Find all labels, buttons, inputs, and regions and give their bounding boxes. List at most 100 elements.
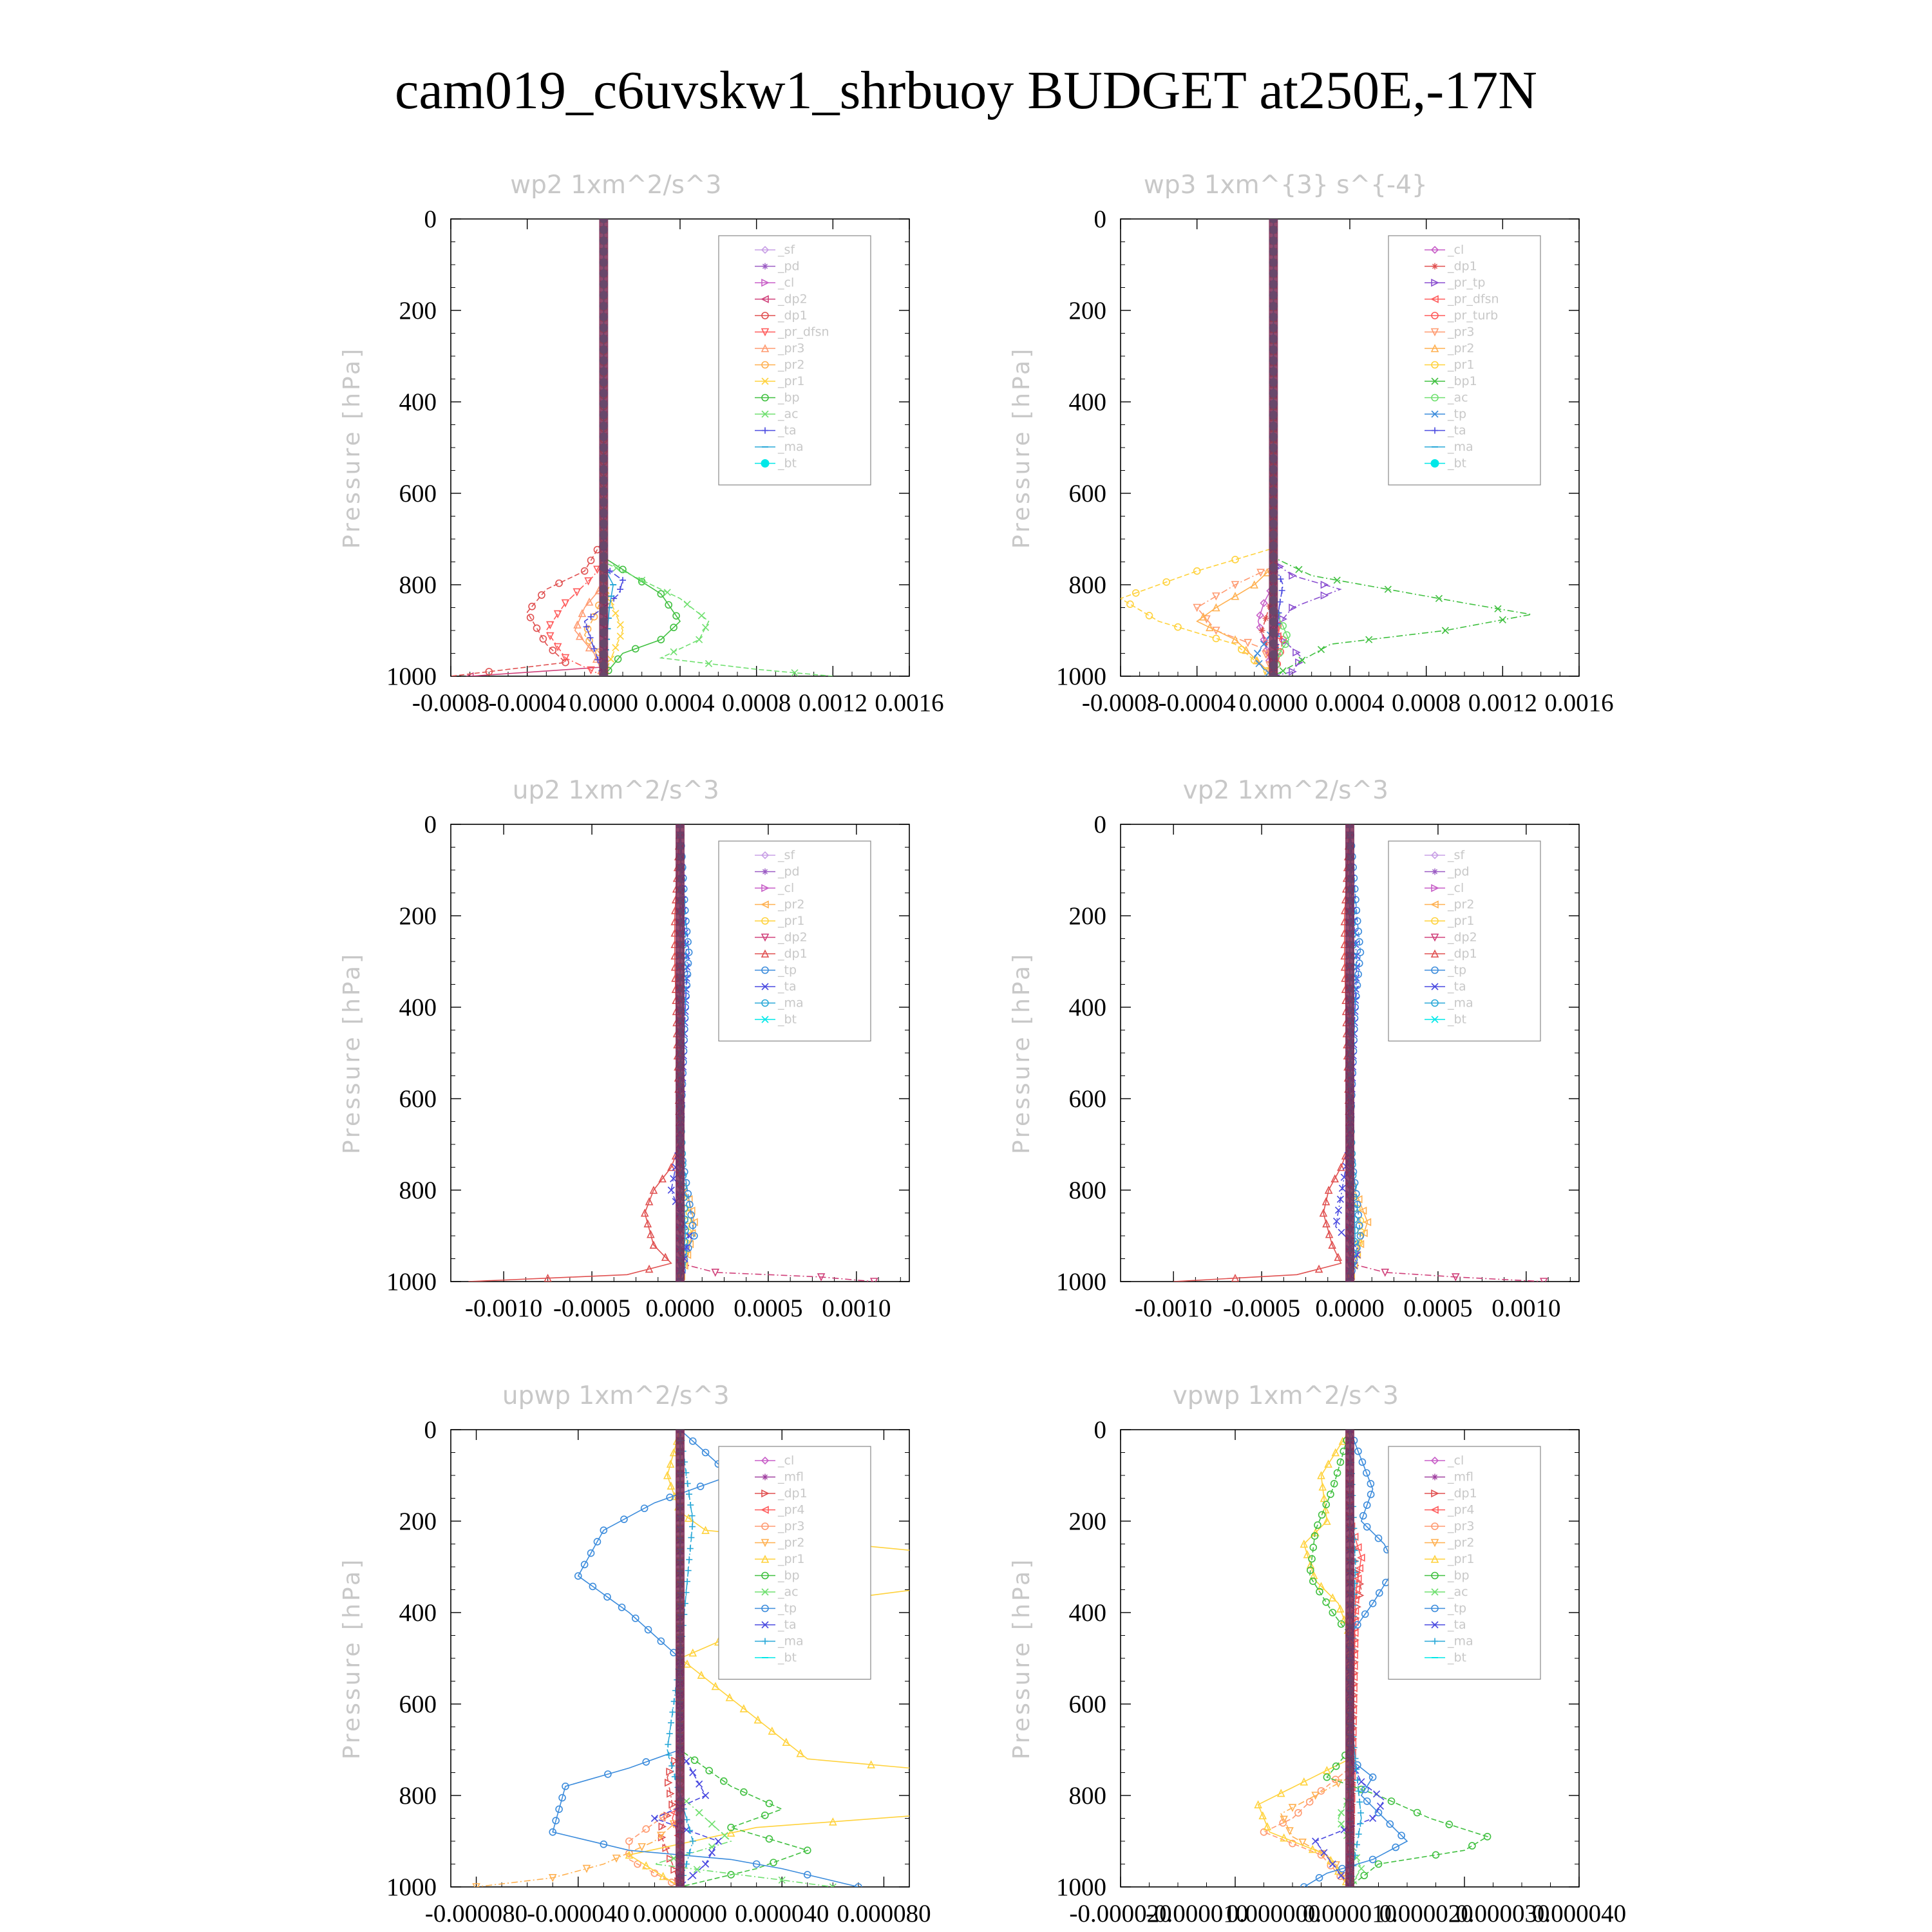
- data-point: [640, 1504, 649, 1512]
- y-tick-label: 200: [1069, 902, 1107, 930]
- legend-item-dp1: _dp1: [1425, 260, 1477, 274]
- y-tick-label: 200: [1069, 297, 1107, 325]
- legend-label: _pd: [777, 260, 800, 274]
- data-point: [1353, 1841, 1360, 1848]
- legend-marker: [761, 295, 769, 303]
- data-point: [1368, 1600, 1377, 1607]
- data-point: [711, 1681, 720, 1690]
- data-point: [1289, 571, 1297, 580]
- data-point: [1330, 1480, 1338, 1488]
- data-point: [1369, 1814, 1377, 1823]
- data-point: [642, 1758, 650, 1766]
- data-point: [1375, 1589, 1383, 1597]
- zero-overlap-band: [1345, 824, 1354, 1282]
- legend-marker: [1431, 1621, 1439, 1629]
- legend-item-pr1: _pr1: [755, 914, 804, 928]
- data-point: [1363, 1501, 1371, 1509]
- legend-label: _ac: [777, 1585, 799, 1599]
- legend-label: _pr2: [1447, 341, 1474, 355]
- data-point: [1253, 656, 1262, 665]
- legend-label: _pr1: [777, 1552, 804, 1566]
- data-point: [631, 1615, 639, 1622]
- legend-marker: [1431, 1489, 1439, 1498]
- legend-marker: [1430, 851, 1439, 860]
- legend-marker: [1432, 868, 1438, 875]
- data-point: [1354, 1447, 1362, 1455]
- y-tick-label: 1000: [1056, 1268, 1106, 1296]
- legend-item-dp2: _dp2: [755, 931, 808, 945]
- y-tick-label: 1000: [1056, 1873, 1106, 1901]
- legend-label: _pr2: [1447, 898, 1474, 912]
- legend-label: _cl: [1447, 243, 1464, 257]
- x-tick-label: -0.000010: [1146, 1900, 1248, 1927]
- legend-marker: [761, 933, 770, 942]
- data-point: [526, 614, 535, 621]
- legend-item-ta: _ta: [755, 980, 797, 994]
- data-point: [672, 612, 680, 620]
- data-point: [1314, 1264, 1323, 1273]
- data-point: [669, 1820, 678, 1829]
- y-axis-label: Pressure [hPa]: [1009, 346, 1035, 549]
- data-point: [1212, 603, 1220, 612]
- legend-item-cl: _cl: [1425, 1454, 1464, 1468]
- legend-marker: [1431, 1588, 1439, 1596]
- data-point: [667, 1481, 676, 1490]
- data-point: [1308, 1844, 1317, 1853]
- data-point: [1231, 581, 1240, 589]
- data-point: [1212, 592, 1220, 601]
- data-point: [584, 577, 592, 586]
- legend-label: _bt: [777, 1012, 797, 1027]
- legend-item-dp1: _dp1: [1425, 947, 1477, 961]
- data-point: [1338, 1871, 1345, 1879]
- data-point: [669, 1448, 678, 1457]
- data-point: [1260, 1828, 1268, 1836]
- x-tick-label: 0.0012: [1468, 689, 1537, 717]
- zero-overlap-band: [1269, 219, 1278, 676]
- data-point: [1162, 578, 1170, 586]
- legend-item-ma: _ma: [755, 440, 804, 454]
- data-point: [1305, 1798, 1314, 1806]
- data-point: [616, 632, 624, 640]
- data-point: [1312, 1837, 1320, 1845]
- data-point: [587, 666, 595, 675]
- legend-label: _ma: [777, 1634, 804, 1649]
- data-point: [684, 1189, 692, 1198]
- y-tick-label: 600: [1069, 1085, 1107, 1113]
- data-point: [1358, 1778, 1365, 1786]
- legend-marker: [761, 917, 769, 925]
- legend-marker: [1432, 263, 1438, 270]
- legend-label: _dp1: [1447, 260, 1477, 274]
- y-tick-label: 200: [1069, 1508, 1107, 1535]
- legend-item-pd: _pd: [755, 260, 800, 274]
- legend-marker: [1430, 459, 1439, 468]
- legend-marker: [1431, 1522, 1439, 1530]
- data-point: [1384, 585, 1392, 593]
- legend-item-ac: _ac: [755, 407, 799, 421]
- x-tick-label: -0.0004: [1159, 689, 1236, 717]
- data-point: [684, 1480, 691, 1487]
- data-point: [687, 1206, 696, 1215]
- legend-item-sf: _sf: [755, 848, 795, 862]
- data-point: [770, 1859, 777, 1866]
- legend-label: _bt: [777, 1651, 797, 1665]
- data-point: [1365, 636, 1373, 643]
- data-point: [1303, 1549, 1312, 1558]
- legend-item-tp: _tp: [1425, 407, 1466, 421]
- data-point: [670, 623, 677, 632]
- legend-label: _pr2: [777, 898, 804, 912]
- legend-label: _tp: [777, 1602, 797, 1616]
- data-point: [1319, 1208, 1328, 1217]
- legend-marker: [1431, 1016, 1439, 1023]
- legend-marker: [761, 900, 769, 909]
- x-tick-label: 0.000040: [1532, 1900, 1626, 1927]
- legend-item-tp: _tp: [755, 1602, 797, 1616]
- data-point: [1324, 1186, 1333, 1194]
- data-point: [1295, 658, 1303, 667]
- legend-marker: [1431, 917, 1439, 925]
- y-tick-label: 200: [399, 902, 437, 930]
- data-point: [666, 1730, 673, 1737]
- data-point: [600, 1840, 608, 1848]
- y-tick-label: 1000: [386, 663, 437, 690]
- legend-item-pr_dfsn: _pr_dfsn: [755, 325, 829, 339]
